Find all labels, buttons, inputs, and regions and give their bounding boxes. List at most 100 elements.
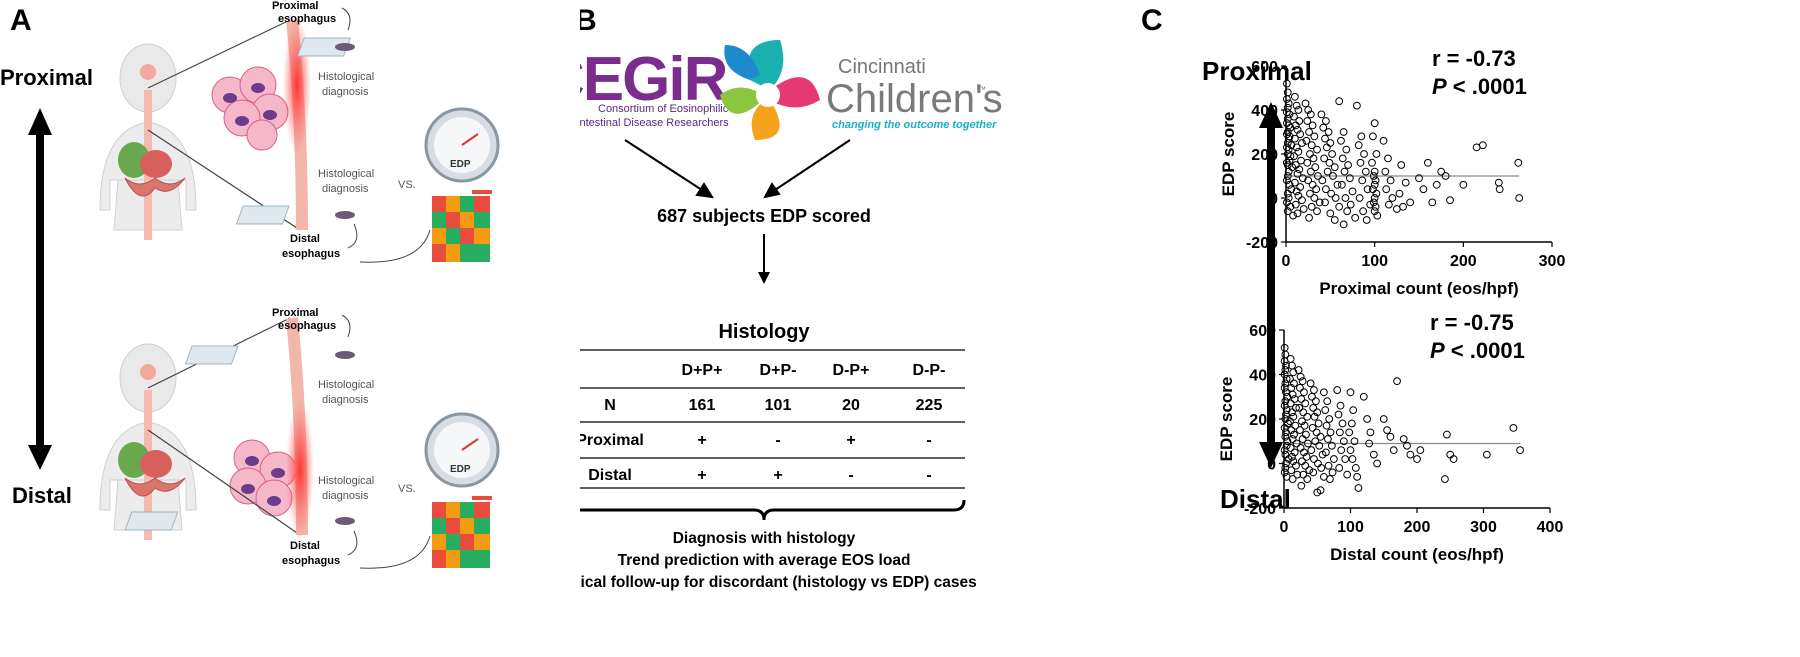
esophagus-tube-bottom xyxy=(286,317,314,540)
double-arrow-a xyxy=(28,108,52,470)
data-point xyxy=(1370,119,1379,128)
double-arrow-c xyxy=(1259,102,1283,468)
data-point xyxy=(1288,390,1297,399)
data-point xyxy=(1335,464,1344,472)
x-tick-label: 100 xyxy=(1337,519,1364,536)
x-tick-label: 0 xyxy=(1280,519,1289,536)
human-body-illustration-bottom xyxy=(99,343,197,540)
data-point xyxy=(1301,399,1310,408)
cegir-subtitle-2: Gastrointestinal Disease Researchers xyxy=(580,117,729,129)
table-cell-n-3: 20 xyxy=(842,397,860,414)
y-tick-label: -200 xyxy=(1244,501,1276,518)
data-point xyxy=(1343,470,1352,479)
data-point xyxy=(1313,145,1321,154)
data-point xyxy=(1358,176,1367,185)
data-point xyxy=(1292,101,1301,110)
data-point xyxy=(1319,123,1328,132)
data-point xyxy=(1331,194,1340,202)
data-point xyxy=(1281,379,1290,388)
data-point xyxy=(1356,158,1365,167)
data-point xyxy=(1290,395,1299,403)
eosinophil-cells-bottom xyxy=(229,439,297,517)
table-row-proximal-label: Proximal xyxy=(580,432,644,449)
distal-label-a: Distal xyxy=(12,483,72,508)
panel-a: A Proximal Distal xyxy=(0,0,580,657)
data-point xyxy=(1309,403,1318,412)
data-point xyxy=(1341,455,1350,463)
data-point xyxy=(1329,455,1338,463)
data-point xyxy=(1292,439,1301,448)
data-point xyxy=(1294,191,1303,200)
data-point xyxy=(1300,448,1308,457)
data-point xyxy=(1324,461,1333,470)
y-tick-label: 600 xyxy=(1251,59,1278,76)
data-point xyxy=(1296,426,1304,435)
data-point xyxy=(1308,424,1317,432)
data-point xyxy=(1326,209,1335,218)
table-header-d-p-: D-P- xyxy=(913,362,946,379)
data-point xyxy=(1369,198,1378,207)
data-point xyxy=(1290,92,1299,101)
data-point xyxy=(1343,207,1352,216)
cincinnati-flower-icon xyxy=(720,40,820,140)
vs-label-top: VS. xyxy=(398,179,416,191)
data-point xyxy=(1370,207,1379,216)
data-point xyxy=(1327,441,1336,450)
curved-arrow-1 xyxy=(341,7,351,31)
y-tick-label: 200 xyxy=(1251,147,1278,164)
data-point xyxy=(1287,466,1296,475)
data-point xyxy=(1327,189,1336,198)
edp-gauge-label-bottom: EDP xyxy=(450,464,471,475)
data-point xyxy=(1317,464,1326,472)
data-point xyxy=(1371,176,1380,185)
data-point xyxy=(1344,161,1352,169)
table-cell-proximal-4: - xyxy=(926,432,931,449)
data-point xyxy=(1446,450,1455,459)
data-point xyxy=(1290,178,1299,187)
histological-diagnosis-3a: Histological xyxy=(318,379,374,391)
table-header-d-p+: D-P+ xyxy=(833,362,870,379)
data-point xyxy=(1305,213,1313,222)
data-point xyxy=(1293,209,1302,218)
data-point xyxy=(1306,110,1315,119)
data-point xyxy=(1346,200,1355,209)
data-point xyxy=(1360,150,1368,158)
slide-tissue-1 xyxy=(335,43,355,51)
outcome-2: Trend prediction with average EOS load xyxy=(618,552,911,569)
cincinnati-text: Cincinnati xyxy=(838,56,926,78)
data-point xyxy=(1287,426,1296,435)
table-cell-distal-4: - xyxy=(926,467,931,484)
data-point xyxy=(1312,397,1320,406)
panel-b: B CEGiR Consortium of Eosinophilic Gastr… xyxy=(580,0,1140,657)
data-point xyxy=(1362,216,1371,224)
data-point xyxy=(1304,176,1313,185)
data-point xyxy=(1286,399,1295,408)
data-point xyxy=(1370,194,1379,202)
data-point xyxy=(1333,386,1342,394)
data-point xyxy=(1449,455,1458,463)
data-point xyxy=(1298,174,1307,183)
data-point xyxy=(1285,180,1294,189)
data-point xyxy=(1368,158,1376,167)
data-point xyxy=(1283,437,1292,446)
data-point xyxy=(1353,101,1361,110)
data-point xyxy=(1514,158,1523,167)
data-point xyxy=(1373,459,1382,468)
data-point xyxy=(1286,375,1294,383)
data-point xyxy=(1437,167,1446,176)
data-point xyxy=(1372,150,1381,158)
x-tick-label: 0 xyxy=(1282,253,1291,270)
data-point xyxy=(1326,428,1335,437)
x-axis-label: Proximal count (eos/hpf) xyxy=(1319,279,1518,298)
data-point xyxy=(1309,468,1318,477)
data-point xyxy=(1443,430,1451,439)
data-point xyxy=(1289,412,1298,421)
svg-text:Histological diagnosis: Histological diagnosis xyxy=(318,168,377,195)
cegir-logo: CEGiR Consortium of Eosinophilic Gastroi… xyxy=(580,45,730,129)
data-point xyxy=(1339,128,1348,136)
data-point xyxy=(1293,125,1302,134)
data-point xyxy=(1321,406,1330,415)
data-point xyxy=(1300,388,1308,397)
data-point xyxy=(1282,79,1291,88)
